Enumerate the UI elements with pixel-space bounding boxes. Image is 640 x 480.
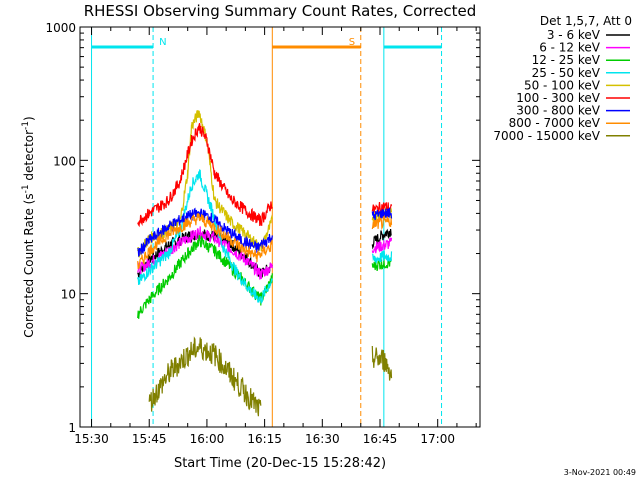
legend-label: 7000 - 15000 keV	[493, 129, 600, 143]
legend-label: 6 - 12 keV	[539, 41, 601, 55]
x-tick-label: 16:30	[305, 432, 340, 446]
series-line	[137, 228, 392, 278]
x-axis: 15:30 15:45 16:00 16:15 16:30 16:45 17:00	[74, 27, 477, 446]
legend-label: 25 - 50 keV	[532, 66, 601, 80]
legend-label: 300 - 800 keV	[516, 104, 600, 118]
series-line	[148, 336, 393, 417]
legend-label: 100 - 300 keV	[516, 91, 600, 105]
flag-label: N	[159, 37, 166, 48]
x-tick-label: 16:45	[363, 432, 398, 446]
y-tick-label: 10	[61, 288, 76, 302]
chart-title: RHESSI Observing Summary Count Rates, Co…	[84, 2, 477, 20]
flag-label: S	[349, 37, 355, 48]
legend-label: 800 - 7000 keV	[509, 116, 601, 130]
series-line	[137, 212, 393, 270]
legend-label: 50 - 100 keV	[524, 78, 601, 92]
x-tick-label: 17:00	[420, 432, 455, 446]
y-tick-label: 1	[68, 421, 76, 435]
y-axis-label-end: )	[22, 116, 36, 121]
series-line	[137, 122, 393, 228]
x-tick-label: 16:15	[247, 432, 282, 446]
y-axis-label-sup1: -1	[21, 184, 31, 193]
y-axis-label: Corrected Count Rate (s-1 detector-1)	[21, 116, 36, 337]
x-tick-label: 16:00	[190, 432, 225, 446]
series-line	[137, 226, 393, 281]
footer-date: 3-Nov-2021 00:49	[564, 468, 636, 477]
y-axis: 1 10 100 1000	[45, 21, 480, 435]
y-axis-label-main: Corrected Count Rate (s	[22, 193, 36, 337]
y-tick-label: 100	[53, 154, 76, 168]
legend-header: Det 1,5,7, Att 0	[540, 14, 632, 28]
x-tick-label: 15:45	[132, 432, 167, 446]
series-line	[137, 169, 393, 304]
y-tick-label: 1000	[45, 21, 76, 35]
x-axis-label: Start Time (20-Dec-15 15:28:42)	[174, 456, 386, 471]
plot-frame	[79, 26, 481, 428]
y-axis-label-mid: detector	[22, 130, 36, 185]
x-tick-label: 15:30	[74, 432, 109, 446]
series-line	[137, 207, 393, 258]
legend-label: 3 - 6 keV	[547, 28, 601, 42]
y-axis-label-sup2: -1	[21, 121, 31, 130]
legend-label: 12 - 25 keV	[532, 53, 601, 67]
